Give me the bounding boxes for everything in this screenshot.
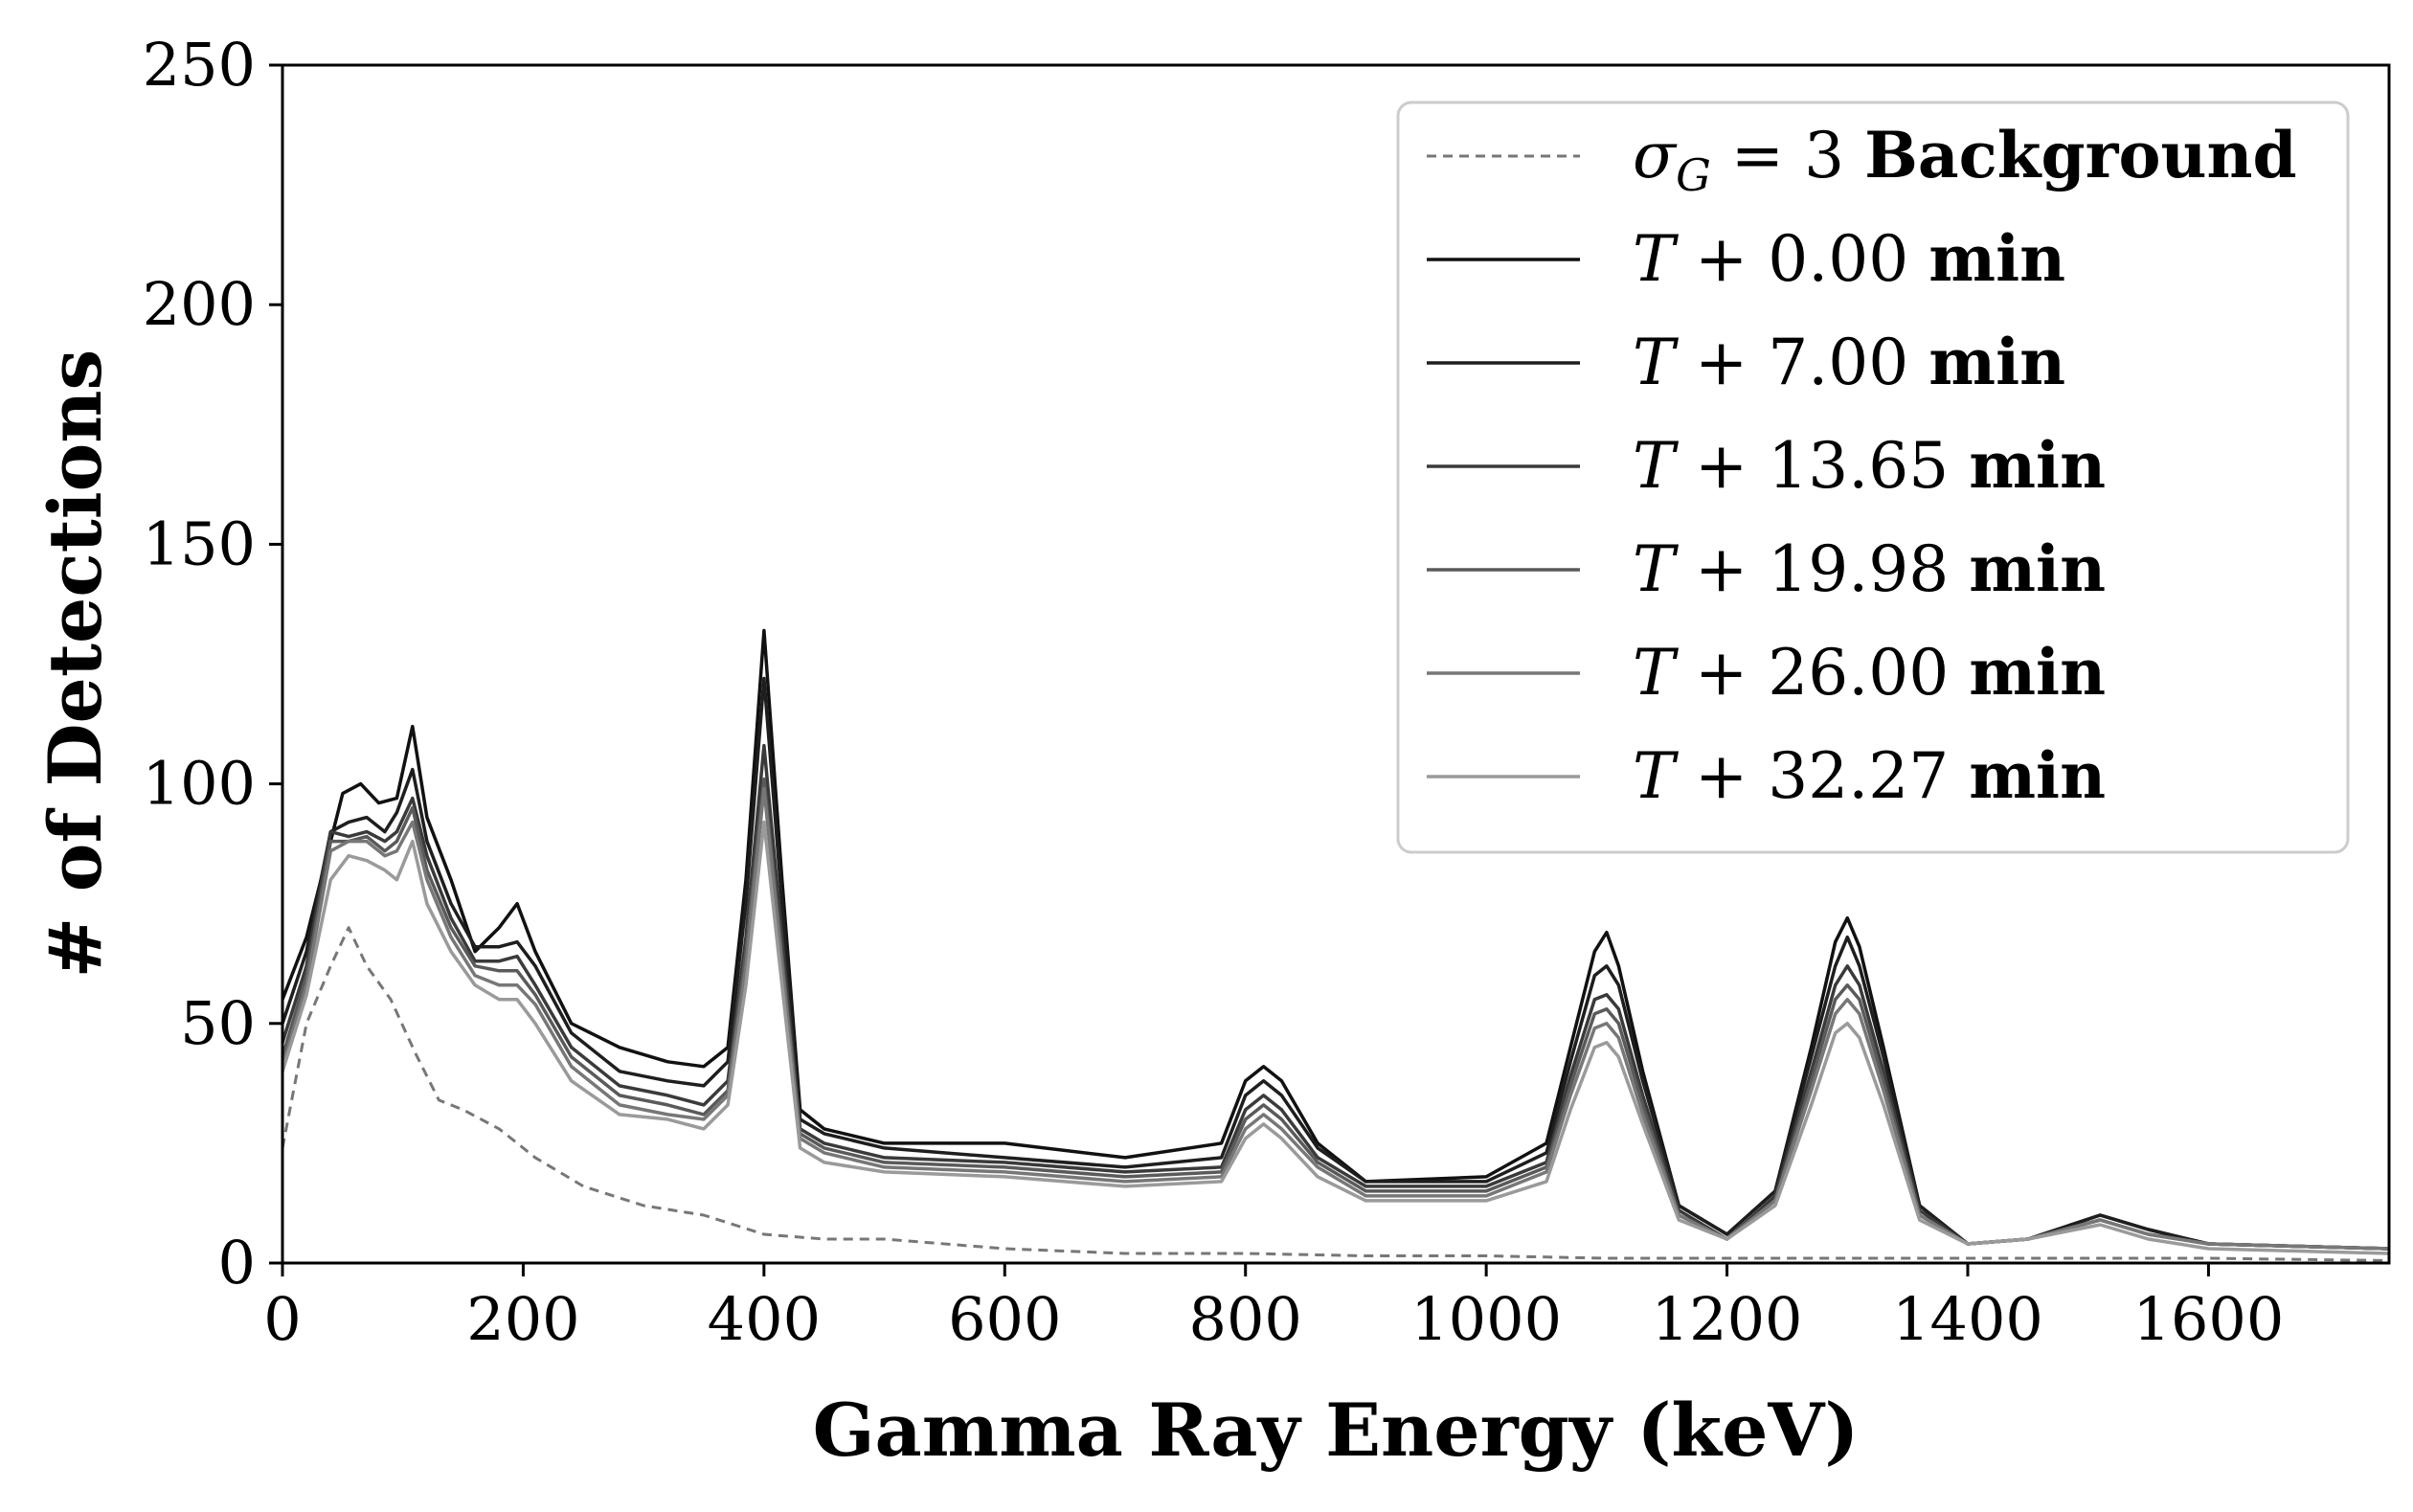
series-line-1 [281, 628, 2390, 1251]
x-tick-label: 400 [708, 1284, 821, 1354]
legend-label: T + 0.00 min [1633, 221, 2065, 296]
legend-label: T + 13.65 min [1633, 428, 2106, 503]
y-tick-label: 100 [143, 749, 256, 819]
x-tick-label: 0 [263, 1284, 301, 1354]
plot-frame [281, 63, 2391, 1265]
legend-label: T + 26.00 min [1633, 635, 2106, 710]
x-tick-label: 800 [1189, 1284, 1302, 1354]
y-tick-label: 0 [218, 1228, 256, 1298]
legend-label: T + 19.98 min [1633, 531, 2106, 606]
x-axis-title: Gamma Ray Energy (keV) [813, 1388, 1860, 1473]
series-layer [281, 628, 2390, 1262]
legend-label: σG = 3 Background [1633, 118, 2297, 201]
x-tick-label: 1200 [1652, 1284, 1803, 1354]
y-tick-label: 150 [143, 508, 256, 578]
series-line-2 [281, 676, 2390, 1251]
x-tick-label: 1400 [1892, 1284, 2043, 1354]
legend: σG = 3 Background T + 0.00 min T + 7.00 mi… [1396, 101, 2350, 854]
y-axis-title: # of Detections [33, 350, 118, 979]
x-tick-label: 1000 [1410, 1284, 1562, 1354]
y-tick-label: 200 [143, 269, 256, 339]
legend-label: T + 32.27 min [1633, 738, 2106, 813]
x-tick-label: 1600 [2133, 1284, 2285, 1354]
series-line-4 [281, 777, 2390, 1251]
x-tick-label: 600 [948, 1284, 1061, 1354]
ticks-layer: 0 200 400 600 800 1000 1200 1400 1600 0 50 100 150 20… [143, 30, 2285, 1354]
legend-label: T + 7.00 min [1633, 325, 2065, 399]
series-line-3 [281, 743, 2390, 1251]
y-tick-label: 50 [180, 988, 256, 1058]
legend-box [1396, 101, 2350, 854]
series-line-background [281, 926, 2390, 1262]
y-tick-label: 250 [143, 30, 256, 100]
series-line-6 [281, 820, 2390, 1255]
x-tick-label: 200 [466, 1284, 579, 1354]
series-line-5 [281, 786, 2390, 1251]
